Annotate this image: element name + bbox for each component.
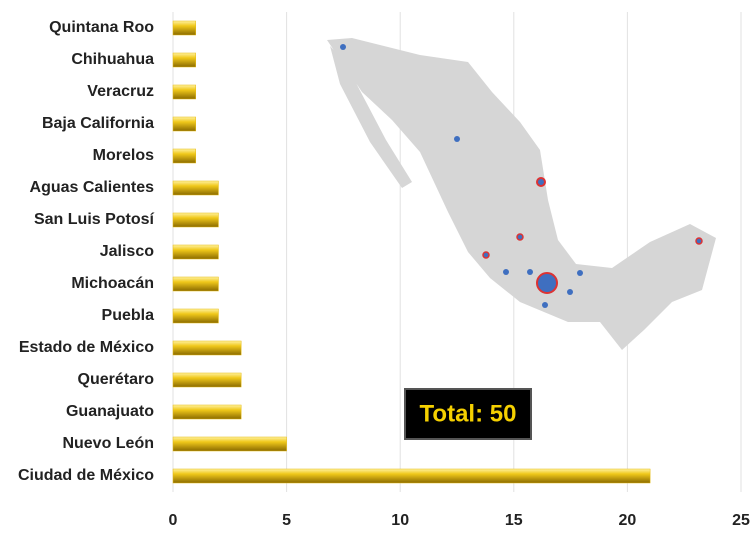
y-tick-label: Baja California: [42, 115, 154, 132]
bar: [172, 212, 219, 228]
bar: [172, 244, 219, 260]
bar: [172, 404, 242, 420]
y-tick-label: Puebla: [102, 307, 155, 324]
map-dot: [482, 251, 490, 259]
y-tick-label: Chihuahua: [71, 51, 154, 68]
y-tick-label: Michoacán: [71, 275, 154, 292]
annotation: Total: 50: [420, 400, 517, 427]
bar: [172, 276, 219, 292]
y-tick-label: Estado de México: [19, 339, 154, 356]
map-dot: [577, 270, 583, 276]
map-dot: [695, 237, 703, 245]
bar: [172, 148, 196, 164]
bar: [172, 436, 287, 452]
map: [327, 38, 716, 350]
bar: [172, 372, 242, 388]
bar: [172, 116, 196, 132]
y-tick-label: Guanajuato: [66, 403, 154, 420]
map-dot: [567, 289, 573, 295]
map-dot: [542, 302, 548, 308]
map-dot: [536, 177, 546, 187]
y-tick-label: San Luis Potosí: [34, 211, 155, 228]
x-tick-label: 10: [391, 512, 409, 529]
x-tick-label: 0: [169, 512, 178, 529]
y-tick-label: Ciudad de México: [18, 467, 154, 484]
bar: [172, 84, 196, 100]
bar: [172, 340, 242, 356]
bar: [172, 52, 196, 68]
map-dot: [454, 136, 460, 142]
map-dot: [527, 269, 533, 275]
x-tick-label: 25: [732, 512, 750, 529]
bar: [172, 20, 196, 36]
y-tick-label: Querétaro: [78, 371, 155, 388]
x-tick-label: 5: [282, 512, 291, 529]
y-tick-label: Jalisco: [100, 243, 154, 260]
x-tick-label: 15: [505, 512, 523, 529]
y-tick-label: Morelos: [93, 147, 154, 164]
map-dot: [340, 44, 346, 50]
y-tick-label: Aguas Calientes: [30, 179, 155, 196]
y-tick-label: Nuevo León: [62, 435, 154, 452]
map-dot: [503, 269, 509, 275]
map-dot: [536, 272, 558, 294]
bar: [172, 308, 219, 324]
x-tick-label: 20: [619, 512, 637, 529]
bar: [172, 180, 219, 196]
y-tick-label: Quintana Roo: [49, 19, 154, 36]
map-shape: [327, 38, 716, 350]
y-tick-label: Veracruz: [87, 83, 154, 100]
annotation-box: [404, 388, 532, 440]
map-dot: [516, 233, 524, 241]
bar: [172, 468, 651, 484]
